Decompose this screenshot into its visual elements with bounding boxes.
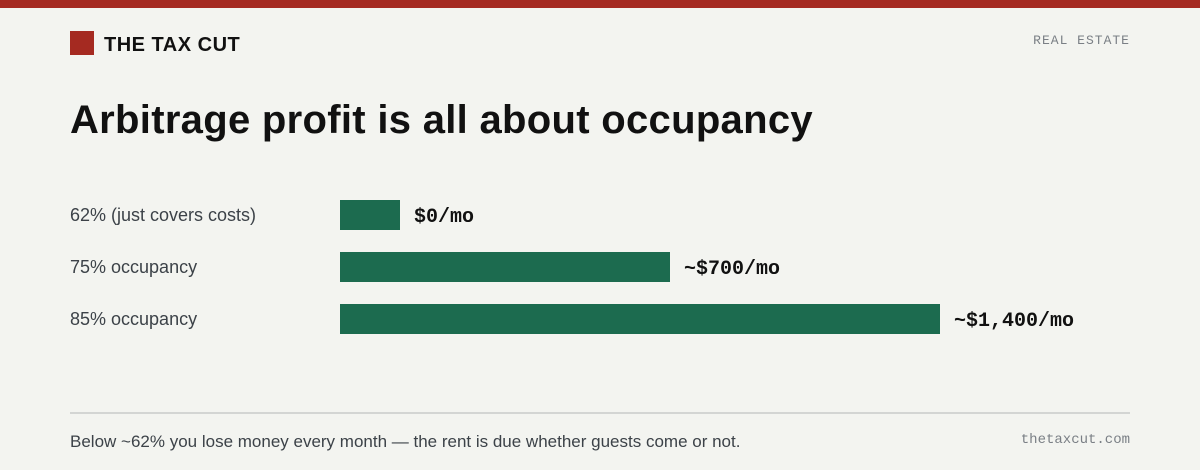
bar	[340, 200, 400, 230]
brand[interactable]: THE TAX CUT	[70, 31, 241, 56]
square-logo-icon	[70, 31, 94, 55]
top-accent-bar	[0, 0, 1200, 8]
brand-name: THE TAX CUT	[104, 34, 241, 56]
page-title: Arbitrage profit is all about occupancy	[70, 98, 813, 142]
bar	[340, 304, 940, 334]
bar	[340, 252, 670, 282]
value-label: ~$700/mo	[684, 258, 780, 281]
footnote: Below ~62% you lose money every month — …	[70, 432, 741, 451]
value-label: ~$1,400/mo	[954, 310, 1074, 333]
section-label[interactable]: REAL ESTATE	[1033, 33, 1130, 48]
value-label: $0/mo	[414, 206, 474, 229]
category-label: 85% occupancy	[70, 309, 197, 329]
category-label: 62% (just covers costs)	[70, 205, 256, 225]
divider	[70, 412, 1130, 414]
occupancy-bar-chart: 62% (just covers costs) $0/mo 75% occupanc…	[70, 200, 1074, 334]
category-label: 75% occupancy	[70, 257, 197, 277]
site-link[interactable]: thetaxcut.com	[1020, 432, 1130, 448]
